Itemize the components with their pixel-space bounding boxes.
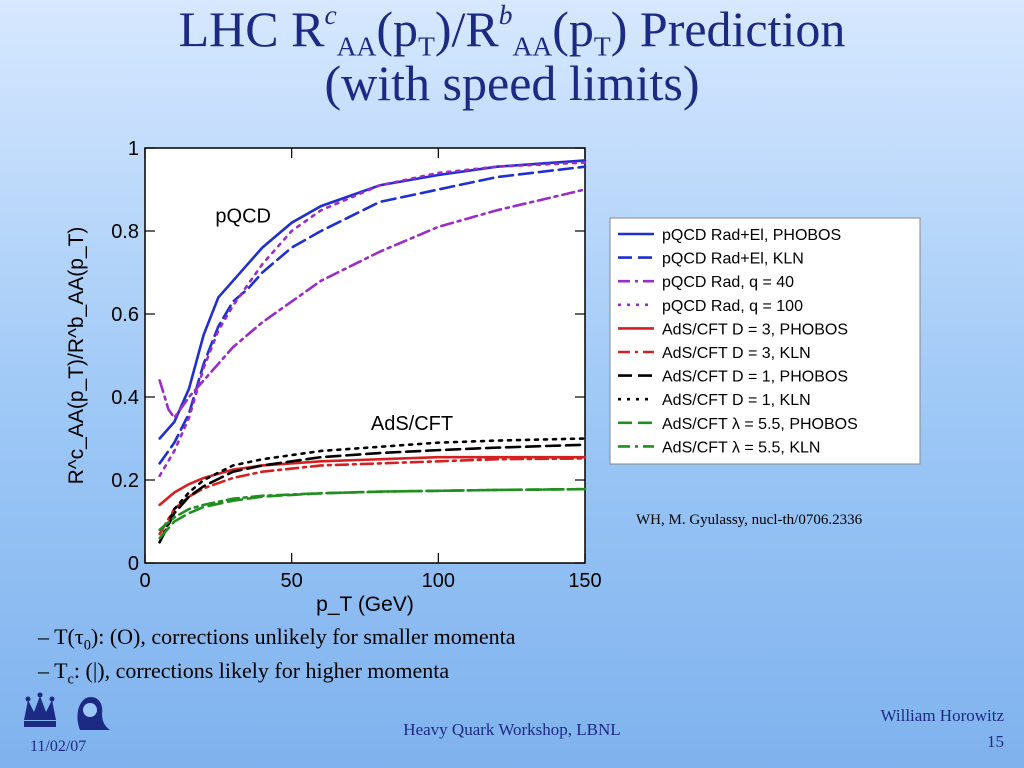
series-line — [158, 455, 587, 507]
footer-date: 11/02/07 — [30, 738, 87, 755]
x-tick-label: 150 — [568, 570, 601, 592]
bullet-item: – T(τ0): (O), corrections unlikely for s… — [38, 624, 516, 654]
y-tick-label: 0.8 — [111, 221, 139, 243]
chart: 0 50 100 150 0 0.2 0.4 0.6 0.8 1 p_T (GeV) R^c_AA(p… — [50, 128, 940, 618]
university-logos-icon — [24, 692, 110, 730]
legend-label: AdS/CFT D = 1, KLN — [662, 392, 811, 409]
plot-area — [144, 147, 586, 564]
y-tick-label: 0.2 — [111, 470, 139, 492]
slide-title: LHC RcAA(pT)/RbAA(pT) Prediction (with s… — [0, 0, 1024, 111]
footer-event: Heavy Quark Workshop, LBNL — [403, 720, 621, 739]
legend-label: AdS/CFT D = 3, KLN — [662, 345, 811, 362]
y-tick-label: 0.6 — [111, 304, 139, 326]
credit-text: WH, M. Gyulassy, nucl-th/0706.2336 — [636, 512, 863, 528]
footer-author: William Horowitz — [880, 706, 1004, 725]
legend-label: pQCD Rad, q = 40 — [662, 274, 794, 291]
page-number: 15 — [987, 732, 1004, 751]
legend-label: AdS/CFT D = 3, PHOBOS — [662, 321, 848, 338]
series-line — [158, 159, 587, 440]
legend-box — [609, 217, 921, 465]
legend-label: AdS/CFT λ = 5.5, KLN — [662, 439, 820, 456]
x-axis-label: p_T (GeV) — [316, 593, 414, 616]
title-line-1: LHC RcAA(pT)/RbAA(pT) Prediction — [178, 0, 846, 62]
bullet-list: – T(τ0): (O), corrections unlikely for s… — [38, 624, 515, 692]
x-tick-label: 100 — [422, 570, 455, 592]
series-line — [158, 437, 587, 544]
series-line — [158, 443, 587, 544]
series-line — [158, 161, 587, 478]
legend-label: AdS/CFT D = 1, PHOBOS — [662, 369, 848, 386]
chart-annotation: pQCD — [215, 206, 271, 228]
y-tick-label: 0.4 — [111, 387, 139, 409]
y-axis-label: R^c_AA(p_T)/R^b_AA(p_T) — [65, 227, 88, 485]
legend-label: pQCD Rad+El, PHOBOS — [662, 227, 841, 244]
chart-svg: 0 50 100 150 0 0.2 0.4 0.6 0.8 1 p_T (GeV) R^c_AA(p… — [65, 138, 921, 616]
legend-label: AdS/CFT λ = 5.5, PHOBOS — [662, 416, 858, 433]
y-tick-label: 1 — [128, 138, 139, 160]
bullet-item: – Tc: (|), corrections likely for higher… — [38, 658, 450, 688]
legend-label: pQCD Rad+El, KLN — [662, 251, 804, 268]
y-tick-label: 0 — [128, 553, 139, 575]
series-line — [158, 487, 587, 532]
legend-label: pQCD Rad, q = 100 — [662, 298, 803, 315]
title-line-2: (with speed limits) — [324, 55, 700, 111]
x-tick-label: 50 — [281, 570, 303, 592]
chart-annotation: AdS/CFT — [371, 413, 453, 435]
x-tick-label: 0 — [139, 570, 150, 592]
series-line — [158, 165, 587, 465]
series-line — [158, 188, 587, 421]
footer-author-block: William Horowitz 15 — [881, 706, 1004, 758]
